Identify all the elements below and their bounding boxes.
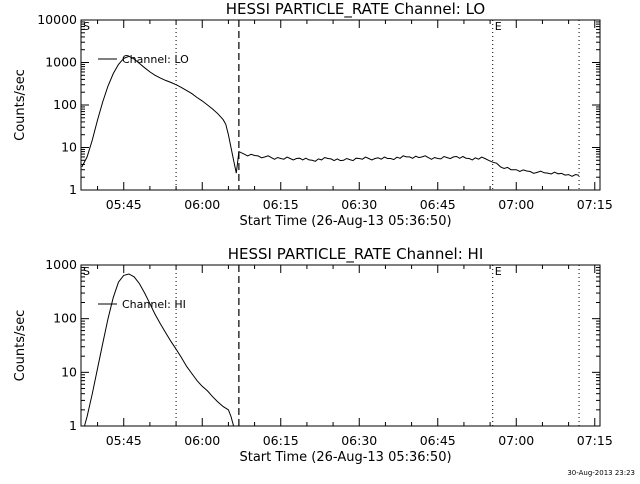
y-tick-label: 100 (53, 97, 77, 112)
x-axis-label: Start Time (26-Aug-13 05:36:50) (239, 214, 451, 229)
y-tick-label: 100 (53, 311, 77, 326)
y-tick-label: 1000 (45, 55, 77, 70)
chart-title: HESSI PARTICLE_RATE Channel: HI (228, 245, 484, 264)
y-tick-label: 10 (61, 364, 77, 379)
x-axis-label: Start Time (26-Aug-13 05:36:50) (239, 450, 451, 465)
y-axis-label: Counts/sec (13, 69, 28, 141)
x-tick-label: 06:30 (341, 197, 377, 212)
x-tick-label: 07:15 (577, 433, 613, 448)
plot-frame (80, 19, 601, 191)
series-line (84, 273, 235, 427)
x-tick-label: 06:15 (263, 197, 299, 212)
x-tick-label: 07:00 (498, 433, 534, 448)
marker-label: E (495, 265, 502, 278)
y-axis-label: Counts/sec (13, 310, 28, 382)
x-tick-label: 05:45 (106, 197, 142, 212)
legend: Channel: HI (98, 298, 186, 311)
y-tick-label: 1 (69, 418, 77, 433)
chart-panel-0: HESSI PARTICLE_RATE Channel: LO Counts/se… (13, 0, 613, 229)
chart-panel-1: HESSI PARTICLE_RATE Channel: HI Counts/se… (13, 245, 613, 465)
legend: Channel: LO (98, 53, 189, 66)
footer-timestamp: 30-Aug-2013 23:23 (567, 469, 635, 477)
y-tick-label: 1000 (45, 257, 77, 272)
x-tick-label: 06:45 (420, 197, 456, 212)
plot-frame (80, 264, 601, 427)
series-line (81, 55, 580, 177)
x-tick-label: 06:00 (184, 433, 220, 448)
marker-label: S (83, 20, 90, 33)
y-tick-label: 10 (61, 140, 77, 155)
y-tick-label: 10000 (37, 12, 77, 27)
marker-label: S (83, 265, 90, 278)
legend-label: Channel: HI (122, 298, 186, 311)
x-tick-label: 06:00 (184, 197, 220, 212)
chart-title: HESSI PARTICLE_RATE Channel: LO (226, 0, 485, 19)
x-tick-label: 05:45 (106, 433, 142, 448)
x-tick-label: 07:15 (577, 197, 613, 212)
x-tick-label: 06:45 (420, 433, 456, 448)
y-tick-label: 1 (69, 182, 77, 197)
x-tick-label: 06:15 (263, 433, 299, 448)
marker-label: E (495, 20, 502, 33)
legend-label: Channel: LO (122, 53, 189, 66)
x-tick-label: 07:00 (498, 197, 534, 212)
x-tick-label: 06:30 (341, 433, 377, 448)
